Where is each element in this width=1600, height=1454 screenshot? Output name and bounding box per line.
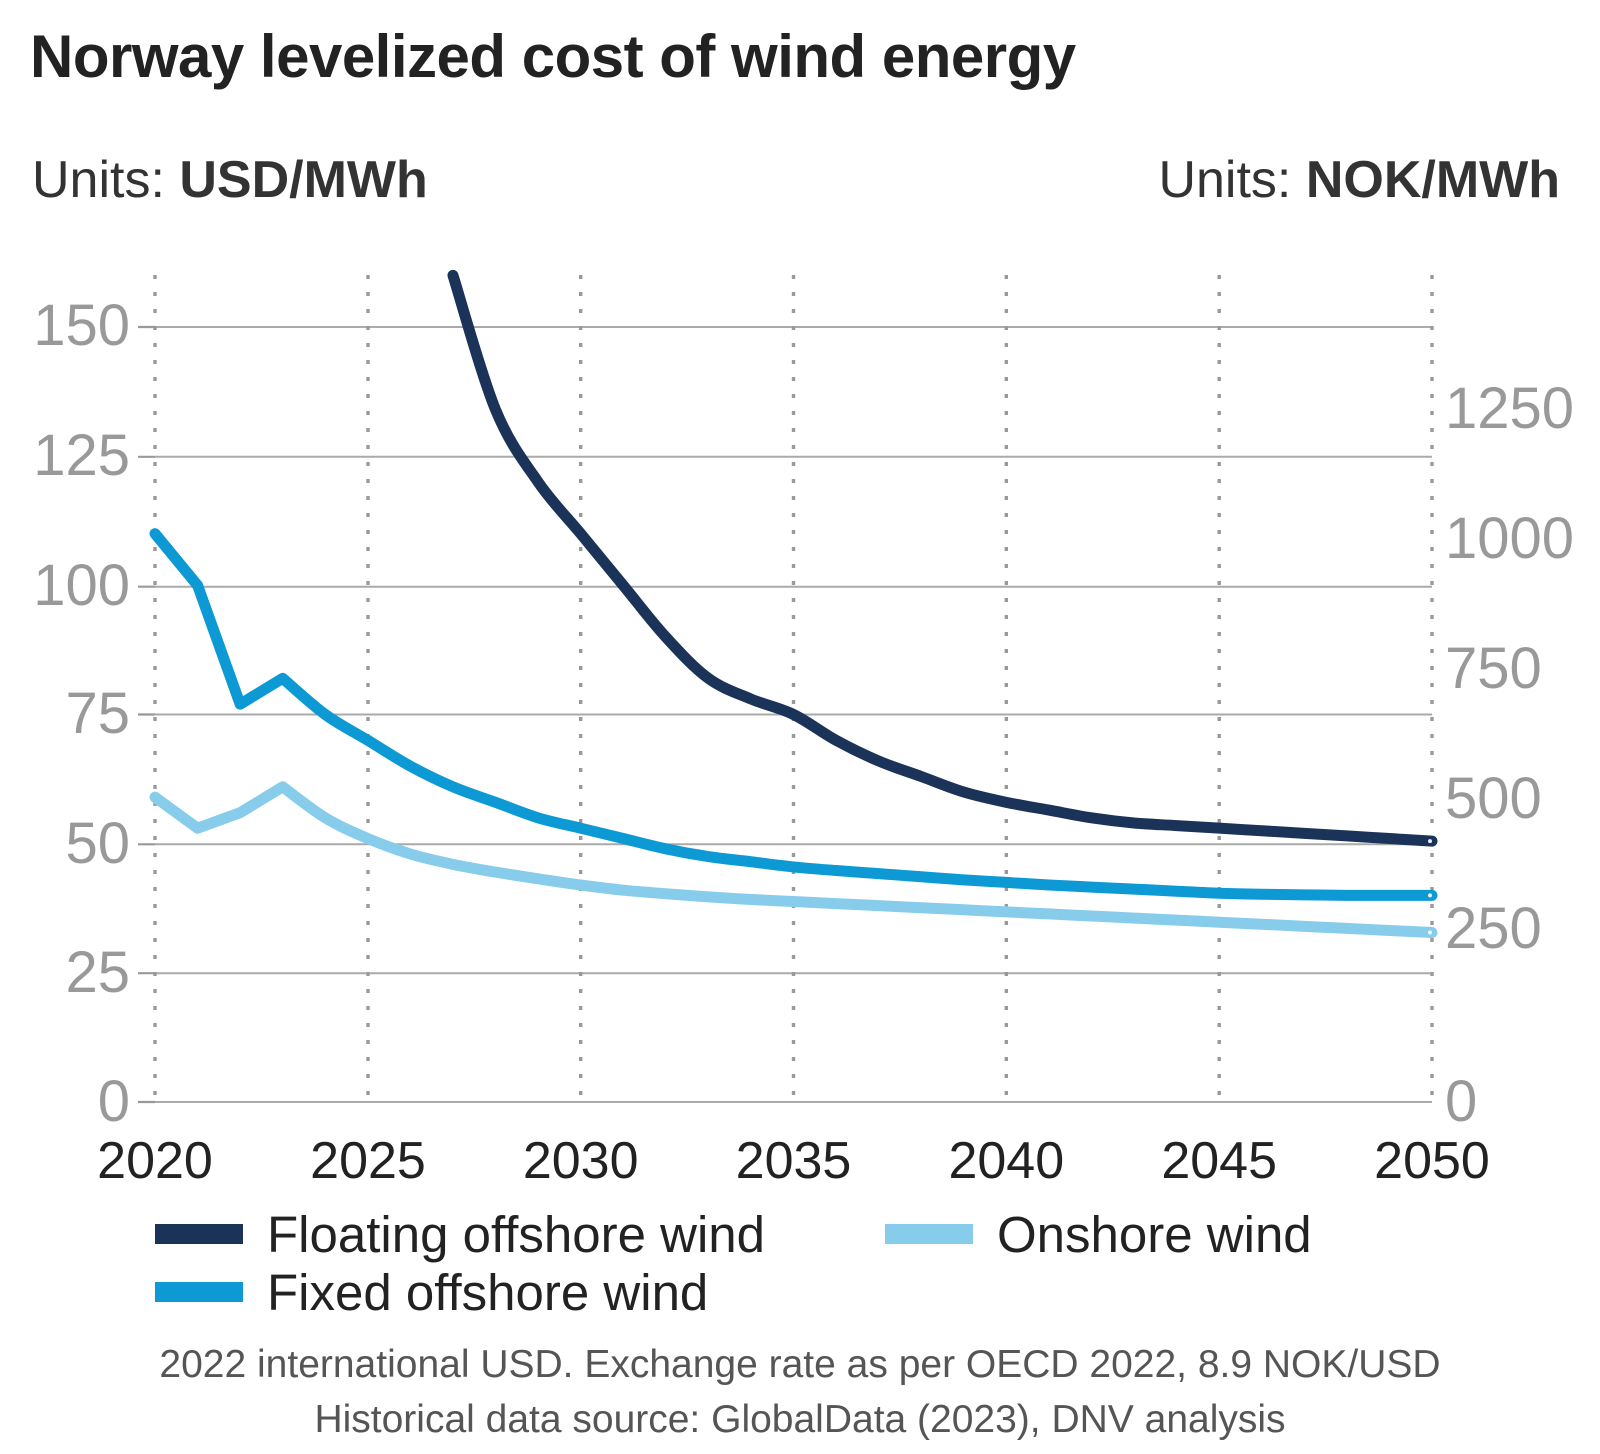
- svg-text:250: 250: [1445, 896, 1542, 961]
- svg-text:0: 0: [98, 1069, 130, 1134]
- svg-text:750: 750: [1445, 636, 1542, 701]
- svg-text:2050: 2050: [1374, 1132, 1490, 1190]
- svg-text:1250: 1250: [1445, 376, 1574, 441]
- svg-text:2045: 2045: [1161, 1132, 1277, 1190]
- svg-text:150: 150: [33, 293, 130, 358]
- svg-text:2030: 2030: [523, 1132, 639, 1190]
- svg-text:1000: 1000: [1445, 506, 1574, 571]
- svg-text:2040: 2040: [948, 1132, 1064, 1190]
- svg-text:100: 100: [33, 553, 130, 618]
- svg-text:2035: 2035: [736, 1132, 852, 1190]
- svg-text:2020: 2020: [97, 1132, 213, 1190]
- svg-text:500: 500: [1445, 766, 1542, 831]
- svg-text:125: 125: [33, 423, 130, 488]
- svg-text:0: 0: [1445, 1069, 1477, 1134]
- svg-text:75: 75: [65, 681, 130, 746]
- svg-text:25: 25: [65, 940, 130, 1005]
- svg-text:50: 50: [65, 811, 130, 876]
- svg-text:2025: 2025: [310, 1132, 426, 1190]
